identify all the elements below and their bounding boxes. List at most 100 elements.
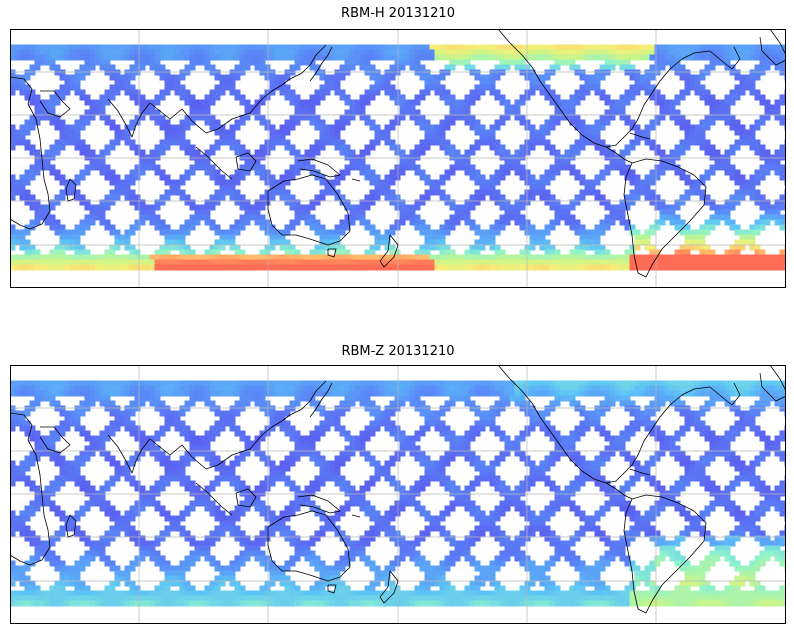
swath-cell [424, 139, 431, 146]
swath-cell [644, 254, 651, 261]
swath-cell [769, 164, 776, 171]
swath-cell [239, 44, 246, 51]
swath-cell [299, 214, 306, 221]
swath-cell [84, 109, 91, 116]
swath-cell [419, 385, 426, 392]
swath-cell [519, 99, 526, 106]
swath-cell [99, 440, 106, 447]
swath-cell [629, 54, 636, 61]
swath-cell [399, 149, 406, 156]
swath-cell [284, 49, 291, 56]
swath-cell [244, 209, 251, 216]
swath-cell [224, 79, 231, 86]
swath-cell [734, 244, 741, 251]
swath-cell [554, 164, 561, 171]
swath-cell [239, 214, 246, 221]
swath-cell [534, 44, 541, 51]
swath-cell [314, 69, 321, 76]
swath-cell [774, 450, 781, 457]
swath-cell [524, 199, 531, 206]
swath-cell [594, 425, 601, 432]
swath-cell [434, 79, 441, 86]
swath-cell [774, 199, 781, 206]
swath-cell [489, 259, 496, 266]
swath-cell [104, 395, 111, 402]
swath-cell [34, 259, 41, 266]
swath-cell [159, 455, 166, 462]
swath-cell [159, 385, 166, 392]
swath-cell [129, 380, 136, 387]
swath-cell [264, 169, 271, 176]
swath-cell [24, 244, 31, 251]
swath-cell [214, 380, 221, 387]
swath-cell [694, 124, 701, 131]
swath-cell [694, 74, 701, 81]
swath-cell [419, 425, 426, 432]
swath-cell [449, 455, 456, 462]
swath-cell [474, 425, 481, 432]
swath-cell [154, 395, 161, 402]
swath-cell [49, 44, 56, 51]
swath-cell [399, 154, 406, 161]
swath-cell [759, 400, 766, 407]
swath-cell [384, 74, 391, 81]
southamerica-coast [623, 158, 707, 278]
swath-cell [139, 380, 146, 387]
swath-cell [99, 114, 106, 121]
swath-cell [384, 134, 391, 141]
swath-cell [684, 254, 691, 261]
swath-cell [489, 194, 496, 201]
swath-cell [214, 229, 221, 236]
swath-cell [489, 410, 496, 417]
swath-cell [124, 74, 131, 81]
swath-cell [759, 164, 766, 171]
swath-cell [734, 54, 741, 61]
swath-cell [244, 214, 251, 221]
swath-cell [164, 139, 171, 146]
swath-cell [59, 249, 66, 256]
swath-cell [529, 54, 536, 61]
swath-cell [599, 44, 606, 51]
swath-cell [779, 149, 786, 156]
swath-cell [419, 249, 426, 256]
swath-cell [44, 264, 51, 271]
swath-cell [514, 400, 521, 407]
swath-cell [259, 154, 266, 161]
swath-cell [284, 124, 291, 131]
swath-cell [524, 219, 531, 226]
swath-cell [399, 159, 406, 166]
asia-coast [149, 44, 327, 134]
swath-cell [414, 224, 421, 231]
swath-cell [749, 174, 756, 181]
swath-cell [279, 259, 286, 266]
swath-cell [144, 159, 151, 166]
swath-cell [479, 229, 486, 236]
swath-cell [289, 119, 296, 126]
swath-cell [734, 254, 741, 261]
swath-cell [239, 455, 246, 462]
swath-cell [199, 385, 206, 392]
swath-cell [624, 89, 631, 96]
swath-cell [579, 420, 586, 427]
swath-cell [389, 89, 396, 96]
swath-cell [234, 199, 241, 206]
swath-cell [544, 129, 551, 136]
swath-cell [34, 199, 41, 206]
swath-cell [439, 179, 446, 186]
swath-cell [279, 385, 286, 392]
swath-cell [299, 114, 306, 121]
swath-cell [139, 390, 146, 397]
swath-cell [504, 400, 511, 407]
swath-cell [404, 154, 411, 161]
swath-cell [329, 124, 336, 131]
swath-cell [529, 380, 536, 387]
swath-cell [309, 214, 316, 221]
swath-cell [174, 44, 181, 51]
swath-cell [384, 54, 391, 61]
swath-cell [499, 214, 506, 221]
swath-cell [24, 390, 31, 397]
swath-cell [609, 164, 616, 171]
swath-cell [209, 430, 216, 437]
swath-cell [774, 209, 781, 216]
swath-cell [764, 164, 771, 171]
